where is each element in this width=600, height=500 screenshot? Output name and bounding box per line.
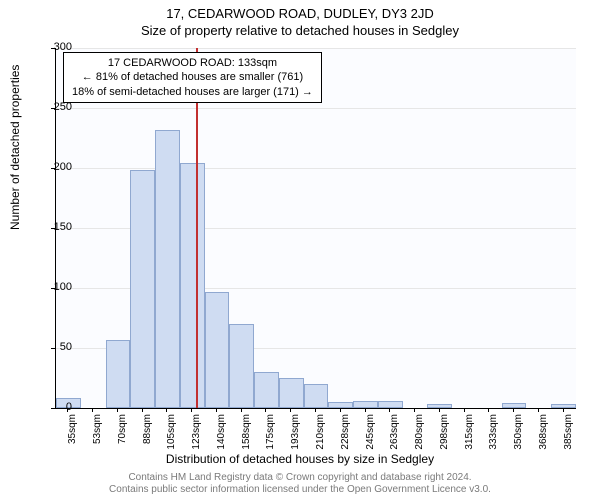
x-tick-mark: [191, 408, 192, 412]
x-tick-mark: [241, 408, 242, 412]
histogram-bar: [304, 384, 329, 408]
x-tick-mark: [290, 408, 291, 412]
x-tick-mark: [365, 408, 366, 412]
x-tick-label: 53sqm: [92, 414, 103, 454]
x-tick-mark: [439, 408, 440, 412]
x-tick-mark: [488, 408, 489, 412]
annotation-box: 17 CEDARWOOD ROAD: 133sqm← 81% of detach…: [63, 52, 322, 103]
x-tick-mark: [265, 408, 266, 412]
y-tick-label: 200: [32, 161, 72, 173]
x-tick-label: 315sqm: [464, 414, 475, 454]
x-tick-mark: [414, 408, 415, 412]
y-tick-label: 0: [32, 401, 72, 413]
x-tick-label: 228sqm: [340, 414, 351, 454]
histogram-bar: [229, 324, 254, 408]
x-tick-mark: [92, 408, 93, 412]
x-tick-mark: [166, 408, 167, 412]
histogram-bar: [254, 372, 279, 408]
x-tick-mark: [117, 408, 118, 412]
grid-line: [56, 48, 576, 49]
footer-line: Contains public sector information licen…: [0, 484, 600, 496]
x-axis-label: Distribution of detached houses by size …: [0, 452, 600, 466]
histogram-bar: [378, 401, 403, 408]
y-tick-mark: [51, 168, 55, 169]
x-tick-mark: [340, 408, 341, 412]
x-tick-label: 385sqm: [563, 414, 574, 454]
x-tick-label: 350sqm: [513, 414, 524, 454]
x-tick-mark: [389, 408, 390, 412]
grid-line: [56, 168, 576, 169]
histogram-bar: [279, 378, 304, 408]
x-tick-label: 280sqm: [414, 414, 425, 454]
histogram-bar: [353, 401, 378, 408]
footer-credits: Contains HM Land Registry data © Crown c…: [0, 472, 600, 496]
x-tick-mark: [67, 408, 68, 412]
y-tick-mark: [51, 228, 55, 229]
y-tick-mark: [51, 48, 55, 49]
y-tick-mark: [51, 408, 55, 409]
page-subtitle: Size of property relative to detached ho…: [0, 21, 600, 38]
x-tick-label: 368sqm: [538, 414, 549, 454]
histogram-bar: [180, 163, 205, 408]
x-tick-mark: [464, 408, 465, 412]
x-tick-mark: [538, 408, 539, 412]
x-tick-mark: [563, 408, 564, 412]
x-tick-mark: [315, 408, 316, 412]
histogram-bar: [328, 402, 353, 408]
x-tick-label: 123sqm: [191, 414, 202, 454]
footer-line: Contains HM Land Registry data © Crown c…: [0, 472, 600, 484]
x-tick-label: 245sqm: [365, 414, 376, 454]
x-tick-label: 298sqm: [439, 414, 450, 454]
x-tick-label: 175sqm: [265, 414, 276, 454]
x-tick-label: 193sqm: [290, 414, 301, 454]
annotation-line: 17 CEDARWOOD ROAD: 133sqm: [72, 56, 313, 70]
page-title: 17, CEDARWOOD ROAD, DUDLEY, DY3 2JD: [0, 0, 600, 21]
x-tick-label: 210sqm: [315, 414, 326, 454]
histogram-bar: [427, 404, 452, 408]
x-tick-label: 70sqm: [117, 414, 128, 454]
x-tick-label: 88sqm: [142, 414, 153, 454]
x-tick-label: 333sqm: [488, 414, 499, 454]
x-tick-mark: [513, 408, 514, 412]
histogram-bar: [106, 340, 131, 408]
x-tick-mark: [142, 408, 143, 412]
annotation-line: ← 81% of detached houses are smaller (76…: [72, 70, 313, 84]
y-tick-label: 100: [32, 281, 72, 293]
y-tick-mark: [51, 108, 55, 109]
y-axis-label: Number of detached properties: [8, 65, 22, 230]
y-tick-mark: [51, 348, 55, 349]
histogram-bar: [551, 404, 576, 408]
x-tick-label: 263sqm: [389, 414, 400, 454]
x-tick-label: 105sqm: [166, 414, 177, 454]
x-tick-mark: [216, 408, 217, 412]
x-tick-label: 158sqm: [241, 414, 252, 454]
histogram-bar: [205, 292, 230, 408]
histogram-bar: [130, 170, 155, 408]
y-tick-label: 150: [32, 221, 72, 233]
y-tick-label: 50: [32, 341, 72, 353]
y-tick-mark: [51, 288, 55, 289]
annotation-line: 18% of semi-detached houses are larger (…: [72, 85, 313, 99]
x-tick-label: 140sqm: [216, 414, 227, 454]
grid-line: [56, 108, 576, 109]
x-tick-label: 35sqm: [67, 414, 78, 454]
histogram-bar: [155, 130, 180, 408]
